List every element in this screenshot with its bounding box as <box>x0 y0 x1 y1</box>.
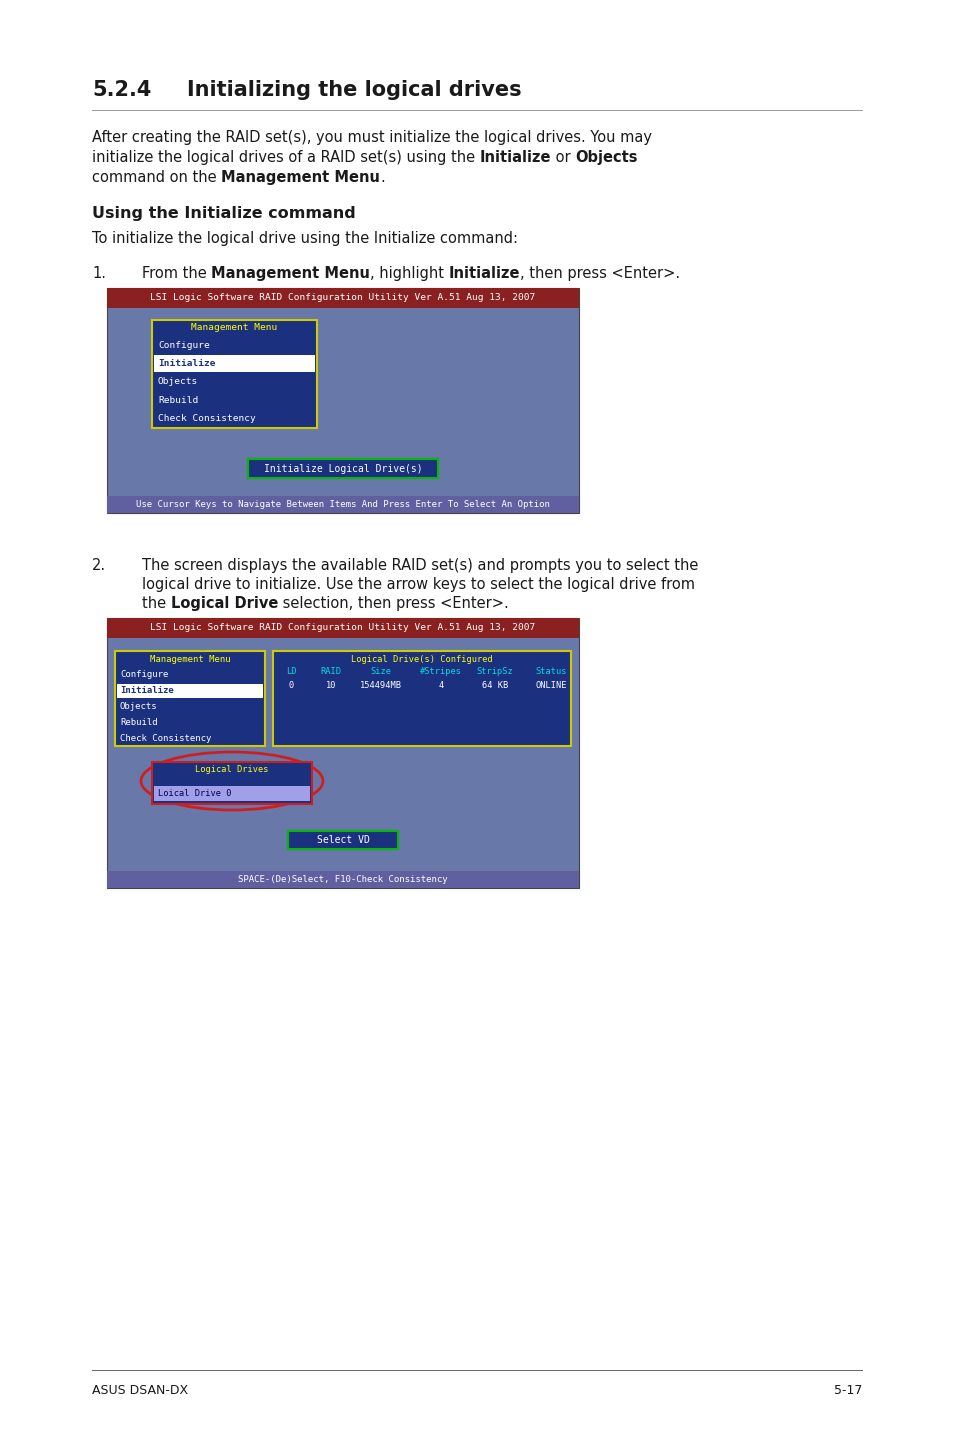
Bar <box>248 459 437 477</box>
Bar <box>107 618 578 889</box>
Text: Initialize Logical Drive(s): Initialize Logical Drive(s) <box>263 463 422 473</box>
Text: Initializing the logical drives: Initializing the logical drives <box>187 81 521 101</box>
Text: Check Consistency: Check Consistency <box>158 414 255 423</box>
Text: After creating the RAID set(s), you must initialize the logical drives. You may: After creating the RAID set(s), you must… <box>91 129 651 145</box>
Text: Management Menu: Management Menu <box>150 654 230 663</box>
Bar <box>107 618 578 638</box>
Text: Initialize: Initialize <box>158 360 215 368</box>
Text: 154494MB: 154494MB <box>359 680 401 689</box>
Text: , then press <Enter>.: , then press <Enter>. <box>519 266 679 280</box>
Bar <box>153 787 310 801</box>
Text: SPACE-(De)Select, F10-Check Consistency: SPACE-(De)Select, F10-Check Consistency <box>238 874 447 884</box>
Text: Management Menu: Management Menu <box>221 170 379 186</box>
Text: Configure: Configure <box>120 670 168 679</box>
Bar <box>117 684 263 697</box>
Text: .: . <box>379 170 384 186</box>
Text: Management Menu: Management Menu <box>192 324 277 332</box>
Text: Loical Drive 0: Loical Drive 0 <box>158 789 232 798</box>
Text: Check Consistency: Check Consistency <box>120 733 212 742</box>
Text: LSI Logic Software RAID Configuration Utility Ver A.51 Aug 13, 2007: LSI Logic Software RAID Configuration Ut… <box>151 293 535 302</box>
Text: 5-17: 5-17 <box>833 1383 862 1396</box>
Text: 2.: 2. <box>91 558 106 572</box>
Text: The screen displays the available RAID set(s) and prompts you to select the: The screen displays the available RAID s… <box>142 558 698 572</box>
Text: , highlight: , highlight <box>370 266 449 280</box>
Text: 1.: 1. <box>91 266 106 280</box>
Text: selection, then press <Enter>.: selection, then press <Enter>. <box>278 595 508 611</box>
Text: To initialize the logical drive using the Initialize command:: To initialize the logical drive using th… <box>91 232 517 246</box>
Text: Initialize: Initialize <box>449 266 519 280</box>
Bar <box>288 831 397 848</box>
Text: Using the Initialize command: Using the Initialize command <box>91 206 355 221</box>
Bar <box>273 651 571 746</box>
Text: Management Menu: Management Menu <box>212 266 370 280</box>
Text: Objects: Objects <box>158 378 198 387</box>
Text: 5.2.4: 5.2.4 <box>91 81 152 101</box>
Text: Configure: Configure <box>158 341 210 349</box>
Text: or: or <box>551 150 575 165</box>
Text: Select VD: Select VD <box>316 835 369 846</box>
Text: #Stripes: #Stripes <box>419 666 461 676</box>
Text: 0: 0 <box>288 680 294 689</box>
Text: initialize the logical drives of a RAID set(s) using the: initialize the logical drives of a RAID … <box>91 150 479 165</box>
Bar <box>107 288 578 513</box>
Text: 4: 4 <box>438 680 443 689</box>
Text: Logical Drive(s) Configured: Logical Drive(s) Configured <box>351 654 493 663</box>
Text: Initialize: Initialize <box>120 686 173 695</box>
Text: Rebuild: Rebuild <box>120 718 157 726</box>
Text: logical drive to initialize. Use the arrow keys to select the logical drive from: logical drive to initialize. Use the arr… <box>142 577 695 592</box>
Text: Logical Drives: Logical Drives <box>195 765 269 774</box>
Bar <box>115 651 265 746</box>
Text: Size: Size <box>370 666 391 676</box>
Text: ONLINE: ONLINE <box>535 680 566 689</box>
Text: Objects: Objects <box>575 150 638 165</box>
Text: StripSz: StripSz <box>476 666 513 676</box>
Text: the: the <box>142 595 171 611</box>
Bar <box>152 762 312 804</box>
Text: 10: 10 <box>325 680 335 689</box>
Text: RAID: RAID <box>320 666 341 676</box>
Text: Objects: Objects <box>120 702 157 710</box>
Text: Use Cursor Keys to Navigate Between Items And Press Enter To Select An Option: Use Cursor Keys to Navigate Between Item… <box>136 500 549 509</box>
Bar <box>152 321 316 429</box>
Text: Logical Drive: Logical Drive <box>171 595 278 611</box>
Bar <box>107 288 578 308</box>
Bar <box>153 355 314 372</box>
Bar <box>107 496 578 513</box>
Bar <box>107 871 578 889</box>
Text: LSI Logic Software RAID Configuration Utility Ver A.51 Aug 13, 2007: LSI Logic Software RAID Configuration Ut… <box>151 624 535 633</box>
Text: ASUS DSAN-DX: ASUS DSAN-DX <box>91 1383 188 1396</box>
Text: Initialize: Initialize <box>479 150 551 165</box>
Text: command on the: command on the <box>91 170 221 186</box>
Text: LD: LD <box>286 666 296 676</box>
Text: 64 KB: 64 KB <box>481 680 508 689</box>
Text: From the: From the <box>142 266 212 280</box>
Text: Status: Status <box>535 666 566 676</box>
Text: Rebuild: Rebuild <box>158 395 198 406</box>
